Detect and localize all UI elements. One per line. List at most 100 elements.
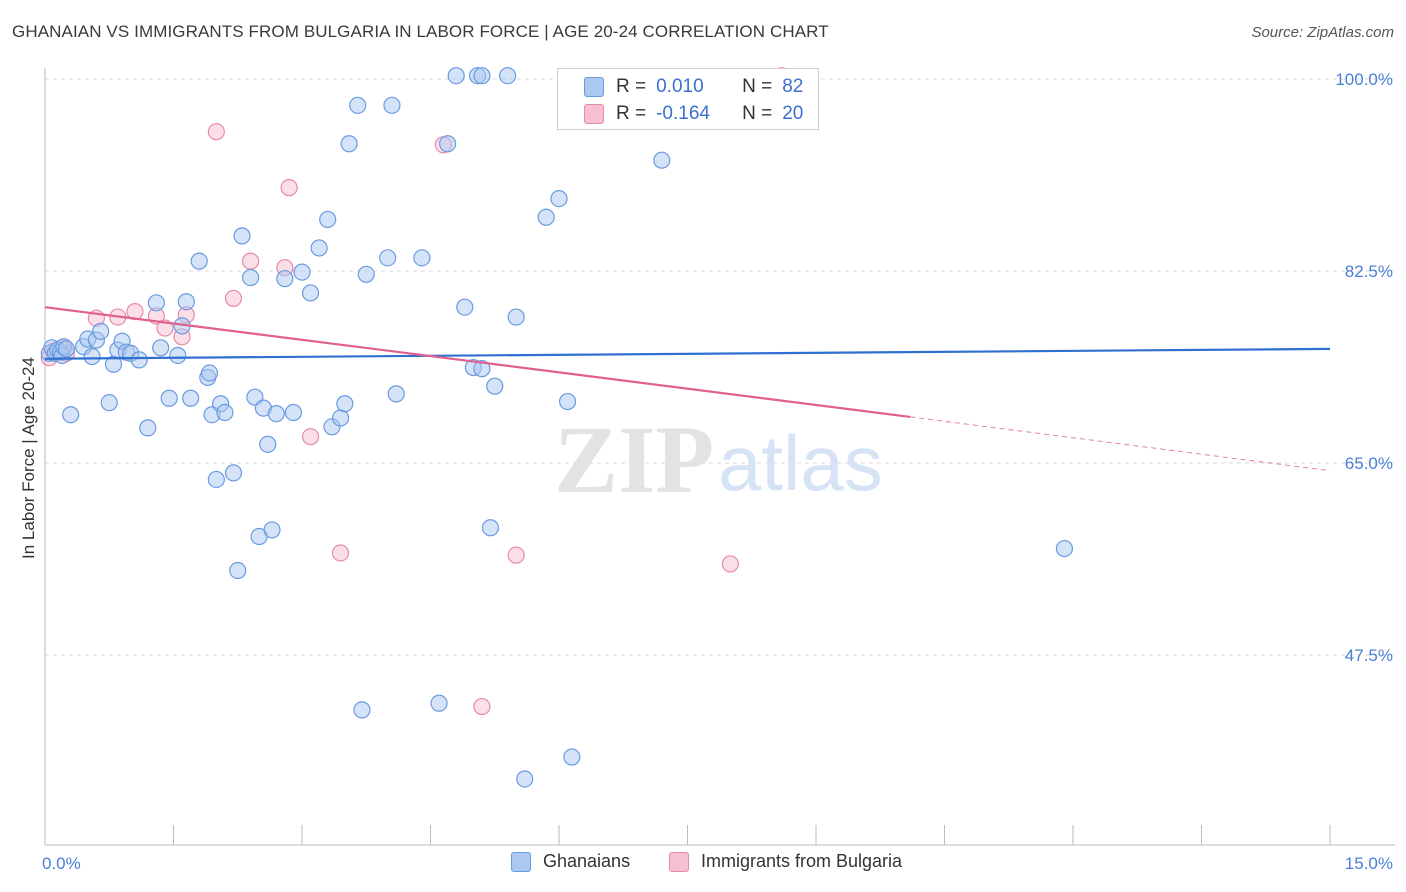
y-tick-label: 65.0%: [1345, 454, 1393, 473]
ghanaian-point: [293, 263, 311, 281]
bulgaria-trend-line: [44, 306, 911, 419]
ghanaian-point: [276, 270, 294, 288]
ghanaian-point: [152, 339, 170, 357]
legend-r-value: -0.164: [656, 103, 710, 124]
legend-label-bulgaria: Immigrants from Bulgaria: [701, 851, 903, 871]
ghanaian-point: [563, 748, 581, 766]
trend-lines: [44, 306, 1331, 472]
legend-r-label: R =: [616, 76, 647, 97]
legend-n-label: N =: [742, 103, 773, 124]
legend-item-bulgaria[interactable]: Immigrants from Bulgaria: [669, 851, 902, 872]
ghanaian-point: [558, 392, 577, 411]
legend-n-value: 82: [782, 76, 804, 97]
x-tick-label: 0.0%: [42, 854, 81, 873]
ghanaian-point: [169, 346, 187, 365]
bulgaria-point: [242, 252, 260, 270]
legend-item-ghanaians[interactable]: Ghanaians: [511, 851, 630, 872]
ghanaian-point: [310, 239, 328, 257]
legend-n-label: N =: [742, 76, 773, 97]
ghanaian-point: [177, 293, 195, 311]
bulgaria-point: [224, 289, 243, 308]
source-label: Source: ZipAtlas.com: [1251, 24, 1394, 41]
ghanaian-point: [336, 395, 354, 413]
ghanaian-point: [229, 561, 247, 580]
legend-swatch-pink: [584, 104, 604, 124]
ghanaian-point: [387, 385, 405, 403]
bulgaria-point: [280, 179, 298, 197]
bulgaria-point: [721, 555, 739, 573]
ghanaian-point: [516, 770, 534, 788]
axes: [44, 68, 1395, 846]
y-tick-label: 100.0%: [1335, 70, 1393, 89]
legend-row-ghanaians: R = 0.010 N = 82: [584, 75, 803, 99]
bulgaria-point: [507, 546, 525, 564]
series-immigrants-from-bulgaria: [40, 67, 791, 716]
ghanaian-point: [653, 151, 671, 169]
ghanaian-point: [100, 394, 118, 412]
bulgaria-point: [301, 428, 320, 446]
ghanaian-point: [190, 252, 208, 270]
ghanaian-point: [130, 351, 148, 369]
watermark-zip: ZIP: [554, 406, 714, 513]
y-axis-title: In Labor Force | Age 20-24: [19, 357, 38, 559]
ghanaian-point: [1055, 539, 1074, 558]
ghanaian-point: [200, 364, 219, 382]
ghanaian-point: [263, 521, 281, 539]
series-legend: Ghanaians Immigrants from Bulgaria: [0, 851, 1406, 877]
ghanaian-point: [233, 227, 251, 245]
ghanaian-point: [486, 377, 504, 395]
ghanaian-point: [319, 210, 337, 229]
ghanaian-point: [57, 340, 76, 358]
ghanaian-point: [413, 249, 431, 267]
legend-row-bulgaria: R = -0.164 N = 20: [584, 102, 803, 126]
ghanaian-point: [499, 67, 517, 85]
ghanaian-point: [379, 249, 397, 267]
legend-swatch-blue: [584, 77, 604, 97]
ghanaian-point: [349, 96, 367, 114]
legend-n-value: 20: [782, 103, 804, 124]
y-tick-label: 82.5%: [1345, 262, 1393, 281]
ghanaian-point: [182, 389, 200, 407]
ghanaian-point: [207, 470, 225, 489]
bulgaria-point: [331, 544, 350, 562]
y-tick-label: 47.5%: [1345, 646, 1393, 665]
ghanaian-point: [456, 298, 474, 316]
bulgaria-trend-extension: [910, 416, 1331, 472]
ghanaian-point: [139, 419, 157, 437]
ghanaians-trend-line: [44, 347, 1331, 360]
ghanaian-point: [242, 268, 260, 287]
ghanaian-point: [383, 96, 401, 114]
ghanaian-point: [481, 519, 500, 537]
correlation-legend: R = 0.010 N = 82 R = -0.164 N = 20: [557, 68, 819, 130]
ghanaian-point: [83, 347, 101, 366]
ghanaian-point: [340, 135, 358, 153]
ghanaian-point: [216, 403, 234, 422]
ghanaian-point: [550, 189, 568, 208]
ghanaian-point: [301, 284, 320, 302]
ghanaian-point: [473, 67, 491, 85]
bulgaria-point: [207, 123, 225, 141]
ghanaian-point: [284, 403, 303, 422]
bulgaria-point: [156, 319, 174, 337]
tick-labels: 100.0% 82.5% 65.0% 47.5% 0.0% 15.0%: [42, 70, 1393, 873]
chart-title: GHANAIAN VS IMMIGRANTS FROM BULGARIA IN …: [12, 22, 829, 41]
ghanaian-point: [92, 322, 110, 340]
ghanaian-point: [473, 360, 491, 378]
legend-r-label: R =: [616, 103, 647, 124]
legend-swatch-bulgaria: [669, 851, 689, 872]
legend-label-ghanaians: Ghanaians: [543, 851, 631, 871]
legend-swatch-ghanaians: [511, 851, 531, 872]
gridlines: [45, 78, 1395, 656]
x-tick-label: 15.0%: [1345, 854, 1393, 873]
ghanaian-point: [430, 694, 448, 712]
ghanaian-point: [331, 409, 350, 427]
ghanaian-point: [507, 308, 525, 326]
ghanaian-point: [224, 464, 243, 482]
bulgaria-point: [473, 697, 491, 716]
ghanaian-point: [537, 208, 555, 226]
ghanaian-point: [259, 435, 277, 453]
ghanaian-point: [267, 405, 285, 423]
ghanaian-point: [353, 701, 371, 719]
ghanaian-point: [147, 294, 165, 312]
